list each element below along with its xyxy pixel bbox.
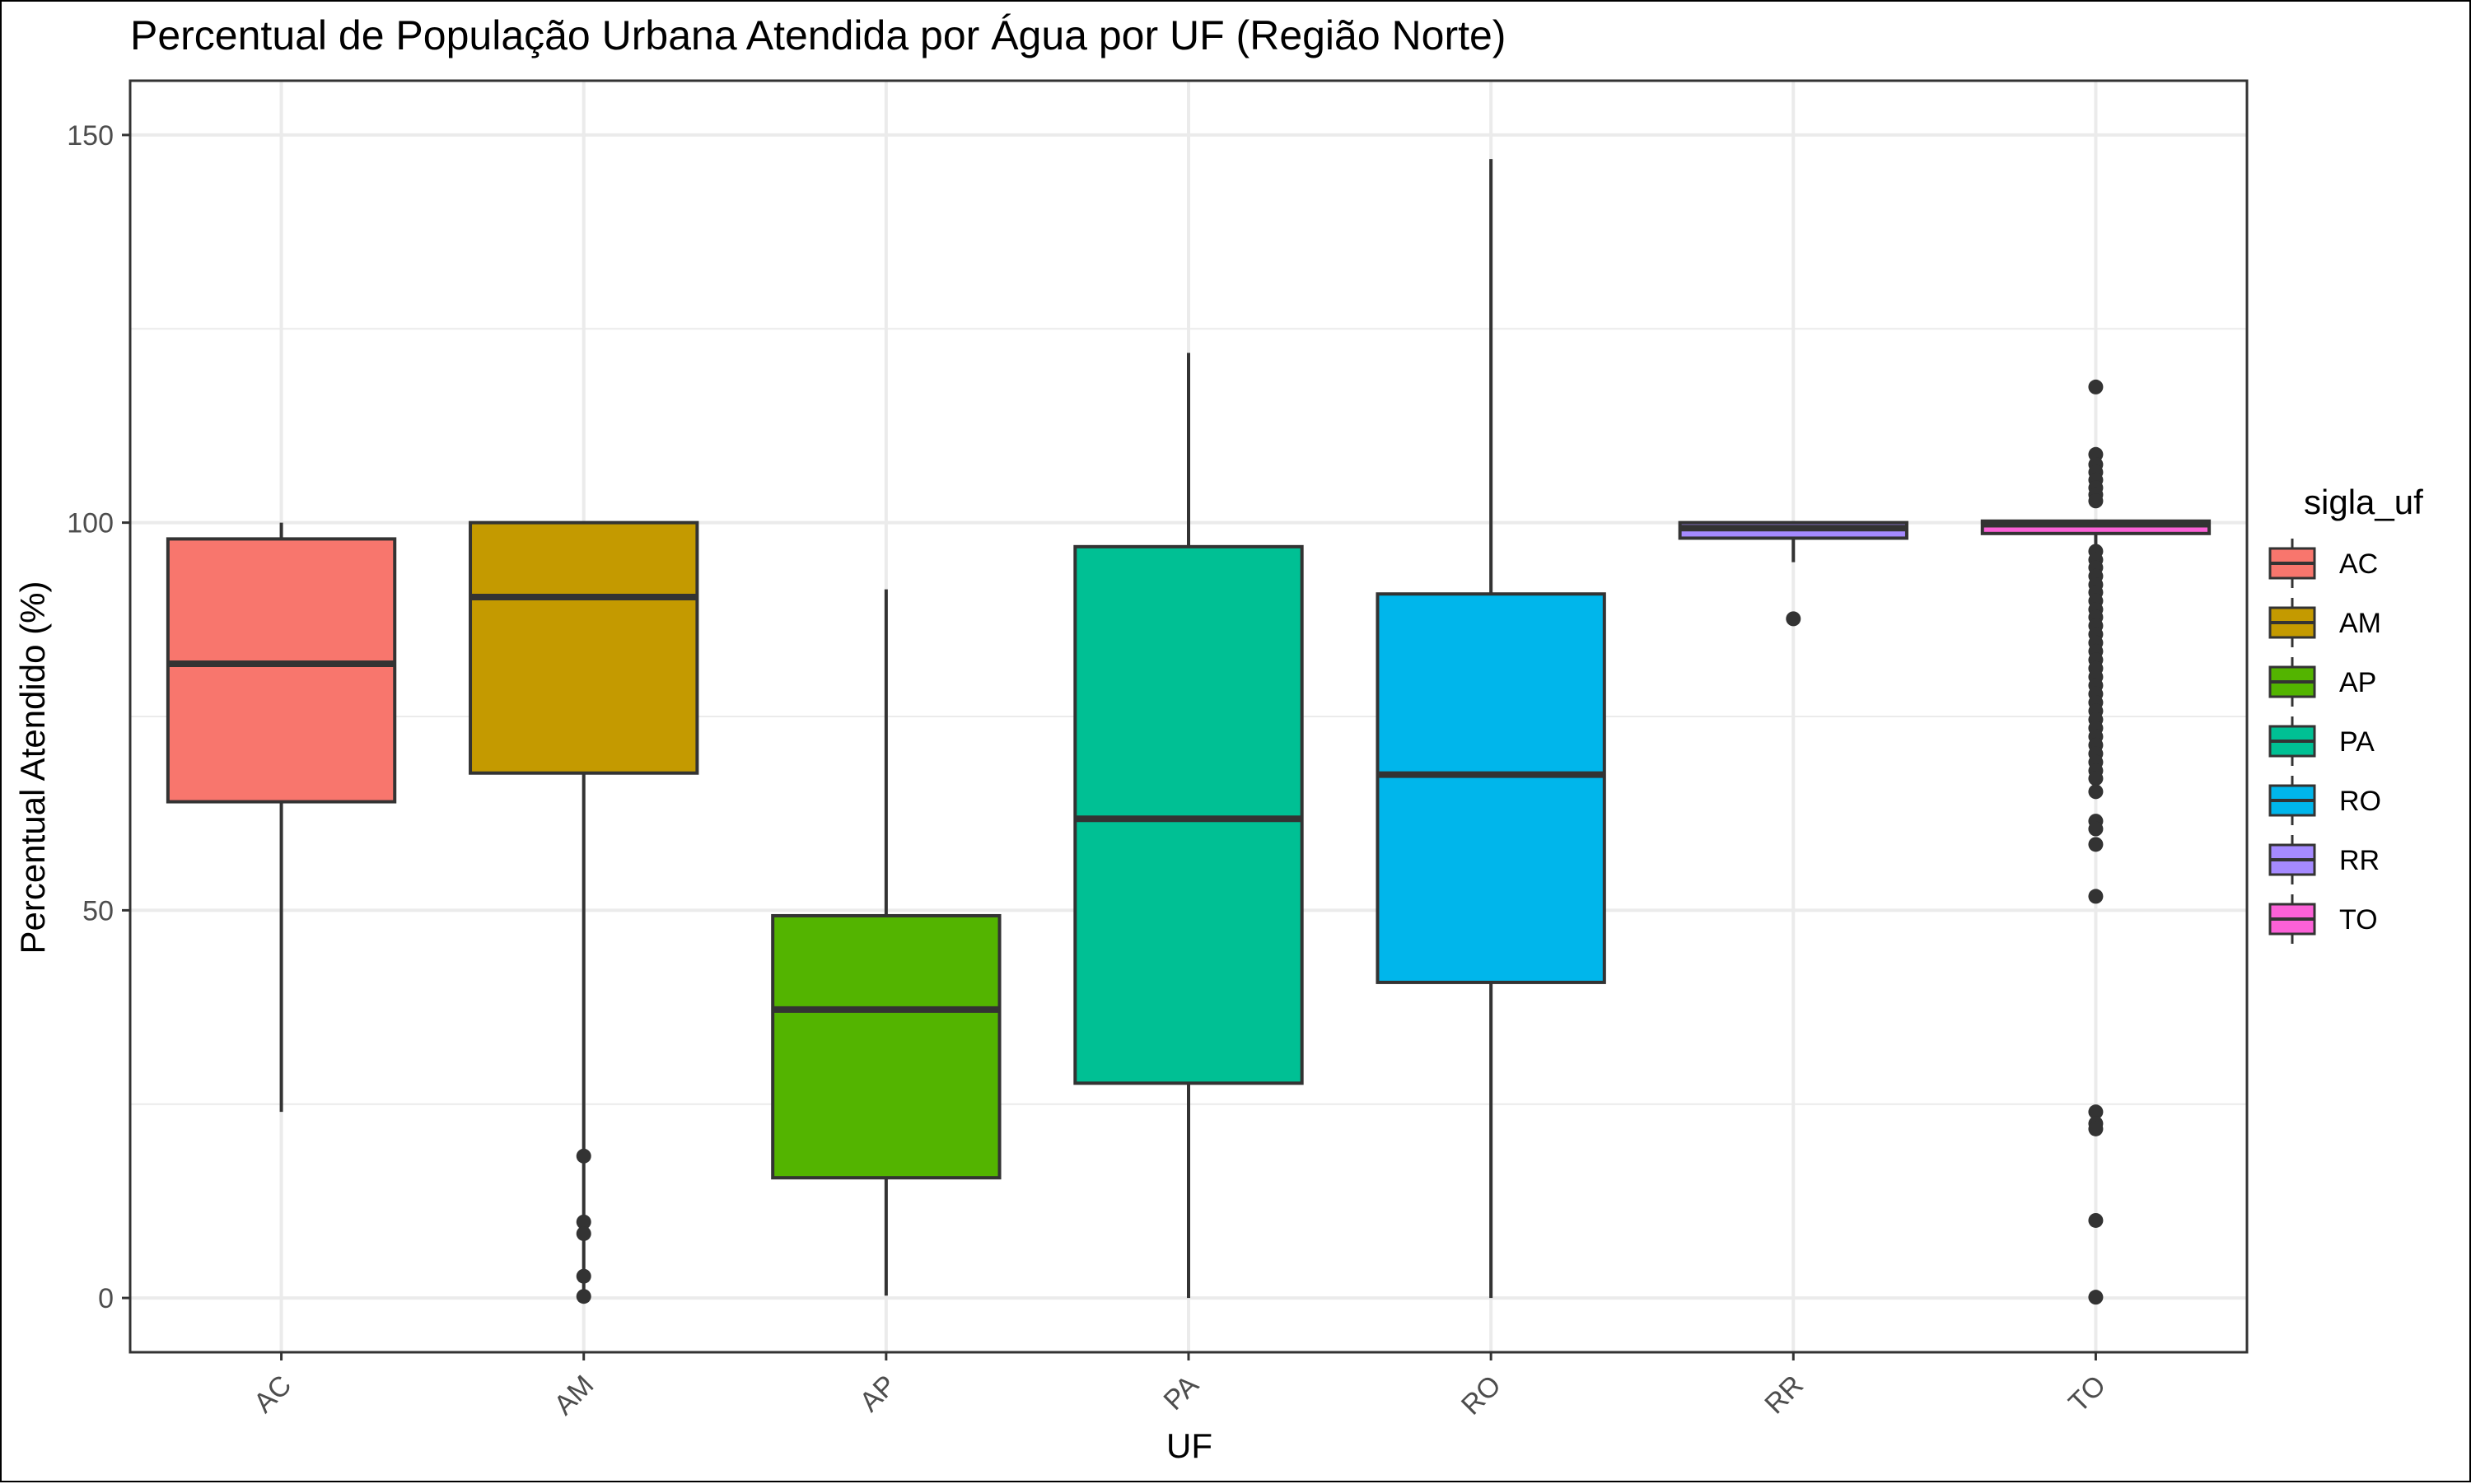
box-rr — [1678, 520, 1908, 627]
outlier-point — [2088, 889, 2104, 904]
outlier-point — [2088, 784, 2104, 800]
x-tick-label: RO — [1455, 1370, 1507, 1421]
y-tick-label: 150 — [67, 120, 114, 152]
y-axis-title: Percentual Atendido (%) — [13, 581, 52, 954]
box-iqr — [1073, 544, 1304, 1085]
outlier-point — [2088, 771, 2104, 786]
outlier-point — [2088, 837, 2104, 852]
x-tick-label: AM — [548, 1370, 600, 1421]
outlier-point — [576, 1214, 591, 1230]
x-axis-title: UF — [1166, 1426, 1212, 1465]
box-iqr — [166, 537, 397, 804]
box-ro — [1376, 159, 1606, 1299]
y-tick-label: 100 — [67, 508, 114, 539]
x-axis: AC AM AP PA RO RR TO — [248, 1352, 2112, 1421]
outlier-point — [2088, 821, 2104, 837]
legend-label: AM — [2339, 608, 2381, 639]
legend-label: RR — [2339, 845, 2380, 876]
outlier-point — [2088, 1104, 2104, 1120]
x-tick-label: AC — [248, 1370, 297, 1419]
x-tick-label: AP — [854, 1370, 903, 1418]
outlier-point — [2088, 379, 2104, 394]
box-iqr — [1376, 592, 1606, 984]
legend-label: AP — [2339, 667, 2376, 698]
outlier-point — [2088, 1212, 2104, 1228]
legend-item-am: AM — [2268, 598, 2381, 647]
legend-item-ro: RO — [2268, 776, 2381, 825]
plot-area — [128, 79, 2249, 1354]
outlier-point — [576, 1268, 591, 1284]
legend-item-pa: PA — [2268, 716, 2375, 766]
outlier-point — [576, 1148, 591, 1164]
outlier-point — [2088, 493, 2104, 509]
box-iqr — [771, 913, 1002, 1180]
box-ac — [166, 522, 397, 1113]
x-tick-label: TO — [2062, 1370, 2112, 1419]
outlier-point — [576, 1225, 591, 1241]
outlier-point — [576, 1289, 591, 1304]
outlier-point — [2088, 1290, 2104, 1305]
y-tick-label: 0 — [98, 1283, 114, 1314]
box-to — [1980, 379, 2212, 1305]
box-iqr — [469, 520, 699, 775]
outlier-point — [1786, 611, 1801, 627]
legend-item-ap: AP — [2268, 657, 2376, 707]
x-tick-label: RR — [1759, 1370, 1810, 1421]
legend-label: RO — [2339, 786, 2381, 817]
legend-item-to: TO — [2268, 894, 2378, 944]
box-pa — [1073, 352, 1304, 1299]
box-am — [469, 520, 699, 1304]
y-axis: 0 50 100 150 — [67, 120, 130, 1314]
legend-item-ac: AC — [2268, 539, 2378, 588]
box-ap — [771, 589, 1002, 1296]
outlier-point — [2088, 1121, 2104, 1136]
legend: sigla_uf AC AM AP PA RO RR TO — [2268, 483, 2423, 944]
legend-label: PA — [2339, 726, 2375, 758]
chart-title: Percentual de População Urbana Atendida … — [130, 12, 1506, 58]
y-tick-label: 50 — [82, 895, 114, 926]
legend-label: TO — [2339, 904, 2378, 936]
legend-label: AC — [2339, 548, 2378, 580]
legend-title: sigla_uf — [2304, 483, 2423, 521]
legend-item-rr: RR — [2268, 835, 2380, 884]
x-tick-label: PA — [1157, 1370, 1204, 1416]
